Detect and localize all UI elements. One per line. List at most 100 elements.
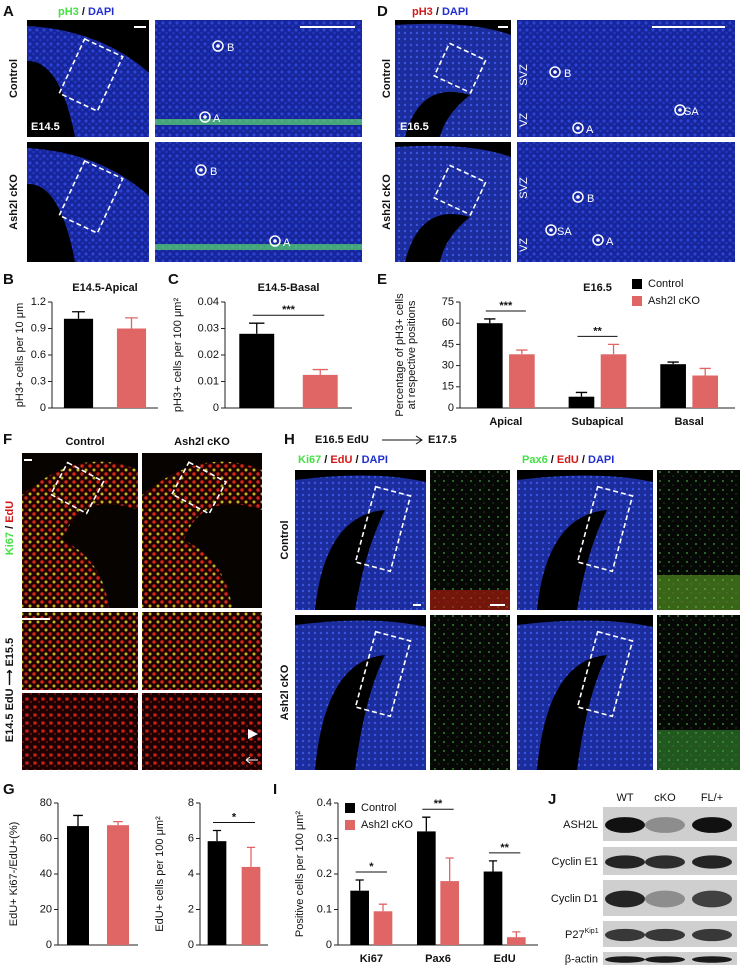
micrograph: [22, 612, 138, 690]
bar: [417, 831, 436, 945]
y-tick-label: 0.6: [31, 349, 46, 361]
legend-label: Control: [361, 802, 396, 814]
bar: [476, 323, 503, 408]
y-tick-label: 30: [442, 360, 454, 372]
stain-part: /: [321, 454, 330, 466]
y-tick-label: 0: [326, 939, 332, 951]
micrograph: [142, 612, 262, 690]
cell-marker: [549, 66, 561, 78]
ventricle: [537, 510, 607, 610]
significance-label: **: [434, 798, 443, 810]
edu-band: [657, 730, 740, 770]
protein-label: Cyclin D1: [551, 893, 598, 905]
significance-label: **: [500, 842, 509, 854]
stain-part: /: [548, 454, 557, 466]
blot-band: [692, 928, 732, 942]
bar: [692, 375, 719, 408]
y-tick-label: 0.3: [317, 832, 332, 844]
marker-label: A: [606, 236, 614, 248]
stain-label: Ki67 / EdU / DAPI: [298, 454, 388, 466]
protocol-label: E17.5: [428, 434, 457, 446]
stain-part: DAPI: [588, 454, 614, 466]
stain-part: /: [433, 6, 442, 18]
stain-part: EdU: [330, 454, 352, 466]
marker-label: A: [213, 113, 221, 125]
legend-swatch: [632, 279, 642, 289]
bar: [350, 890, 369, 945]
ventricle: [405, 214, 470, 262]
stage-label: E14.5: [31, 121, 60, 133]
cell-marker: [674, 104, 686, 116]
marker-label: A: [586, 124, 594, 136]
zone-label: VZ: [518, 238, 530, 252]
cell-dot: [678, 108, 682, 112]
protein-label: P27Kip1: [565, 928, 599, 941]
blot-band: [645, 817, 685, 833]
panel-letter: D: [377, 3, 388, 20]
error-bar: [575, 391, 588, 397]
panel-letter: E: [377, 271, 387, 288]
edu-band: [657, 575, 740, 610]
error-bar: [125, 317, 138, 329]
panel-letter: B: [3, 271, 14, 288]
panel-letter: C: [168, 271, 179, 288]
blot-band: [605, 928, 645, 942]
y-tick-label: 0.01: [198, 375, 219, 387]
stain-part: EdU: [557, 454, 579, 466]
y-tick-label: 0.04: [198, 296, 219, 308]
bar: [239, 333, 275, 408]
y-axis-label: Positive cells per 100 μm²: [294, 811, 306, 937]
stain-part: pH3: [412, 6, 433, 18]
error-bar: [445, 857, 454, 882]
y-tick-label: 8: [188, 797, 194, 809]
y-tick-label: 6: [188, 832, 194, 844]
y-tick-label: 20: [40, 903, 52, 915]
y-tick-label: 0: [40, 402, 46, 414]
apical-layer: [155, 119, 362, 125]
micrograph: [430, 615, 510, 770]
row-label: Control: [8, 59, 20, 98]
y-axis-label: EdU+ cells per 100 μm²: [154, 816, 166, 932]
panel-letter: H: [284, 431, 295, 448]
significance-label: *: [232, 811, 237, 823]
cell-dot: [553, 70, 557, 74]
significance-label: **: [593, 325, 602, 337]
blot-band: [692, 817, 732, 833]
marker-label: SA: [557, 226, 572, 238]
cell-marker: [592, 234, 604, 246]
protein-label: Cyclin E1: [552, 856, 598, 868]
roi-box: [433, 164, 487, 216]
x-tick-label: Basal: [674, 416, 703, 428]
legend-swatch: [345, 820, 355, 830]
cell-dot: [576, 195, 580, 199]
error-bar: [512, 931, 521, 938]
ventricle: [537, 655, 607, 770]
cell-dot: [203, 115, 207, 119]
stain-label: pH3 / DAPI: [58, 6, 114, 18]
cortex: [22, 461, 138, 608]
bar: [509, 354, 535, 408]
y-tick-label: 75: [442, 296, 454, 308]
error-bar: [607, 343, 620, 355]
panel-letter: I: [273, 781, 277, 798]
bar: [67, 826, 89, 945]
roi-box: [433, 42, 487, 94]
blot-band: [645, 928, 685, 942]
bar: [600, 354, 627, 408]
protein-label: β-actin: [565, 953, 598, 965]
cell-dot: [216, 44, 220, 48]
y-axis-label: pH3+ cells per 10 μm: [14, 303, 26, 407]
cell-dot: [596, 238, 600, 242]
cell-dot: [576, 126, 580, 130]
panel-letter: G: [3, 781, 15, 798]
y-tick-label: 60: [442, 317, 454, 329]
stain-part: /: [579, 454, 588, 466]
bar: [302, 374, 338, 408]
bar: [241, 866, 261, 945]
error-bar: [378, 903, 388, 912]
lane-label: WT: [616, 792, 633, 804]
x-tick-label: Apical: [489, 416, 522, 428]
chart-title: E14.5-Apical: [72, 282, 137, 294]
y-axis-label: Percentage of pH3+ cells: [394, 293, 406, 417]
